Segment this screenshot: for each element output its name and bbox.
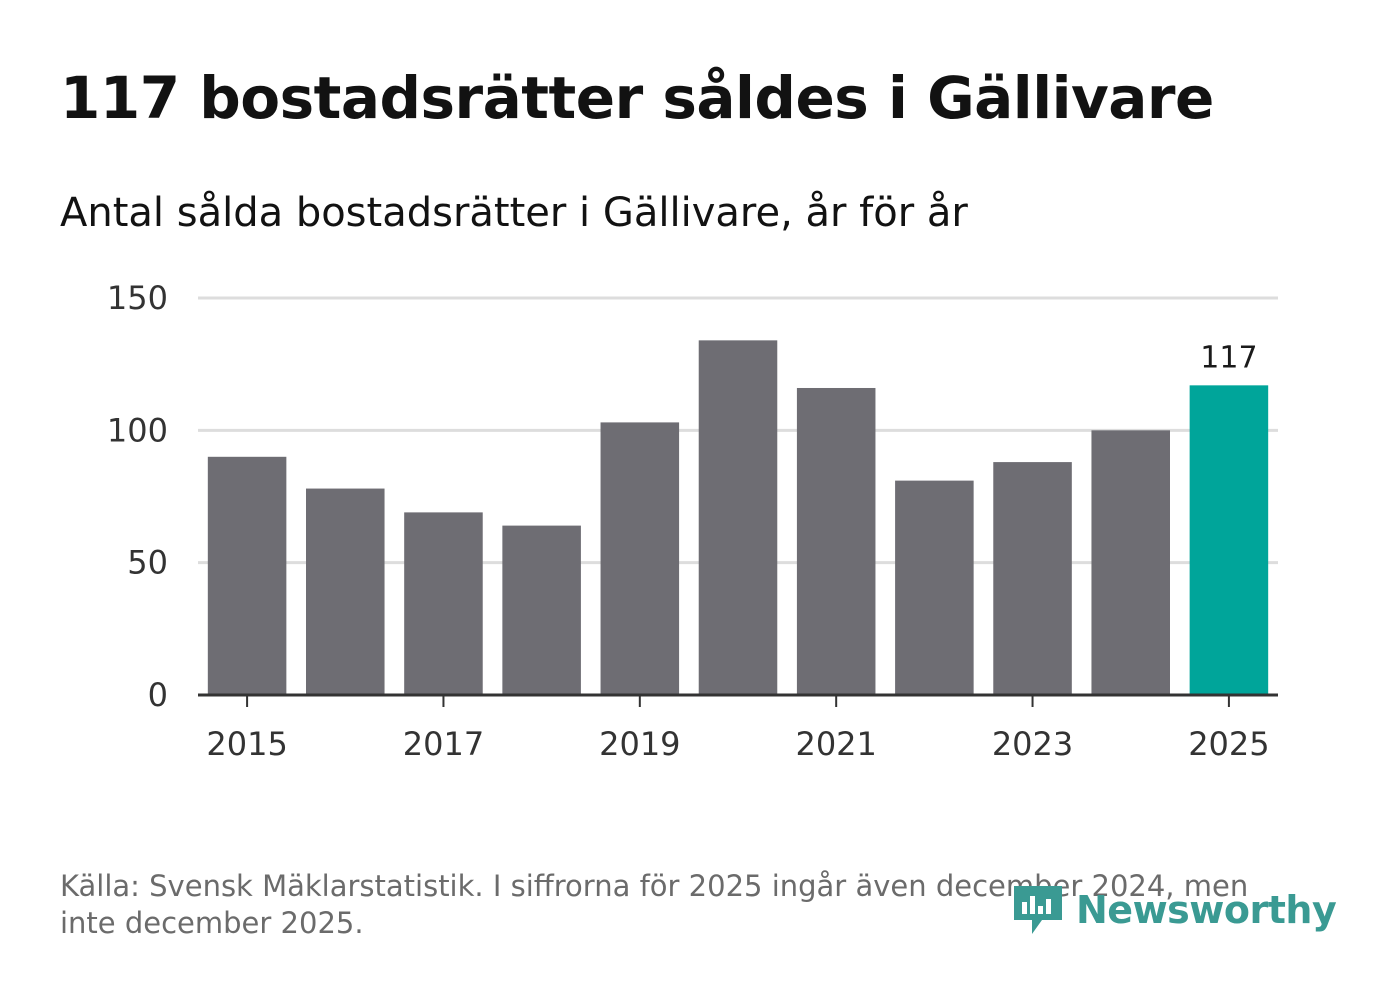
bar-2025 (1189, 385, 1269, 695)
bar-2019 (600, 422, 680, 695)
bar-2015 (207, 456, 287, 695)
bar-2024 (1091, 430, 1170, 695)
brand-logo: Newsworthy (1010, 880, 1337, 940)
bar-2017 (404, 512, 483, 695)
axes (198, 693, 1278, 707)
bars (207, 340, 1269, 695)
bar-2022 (895, 480, 974, 695)
labels: 0 50 100 150 117 2015 2017 2019 2021 2023 2025 (107, 279, 1270, 763)
x-tick-label-2023: 2023 (992, 725, 1073, 763)
x-tick-label-2015: 2015 (206, 725, 287, 763)
bar-2016 (306, 488, 385, 695)
x-tick-label-2017: 2017 (403, 725, 484, 763)
bar-2018 (502, 525, 581, 695)
chart-title: 117 bostadsrätter såldes i Gällivare (60, 64, 1214, 132)
newsworthy-logo-icon (1014, 886, 1062, 934)
bar-2020 (698, 340, 778, 695)
y-tick-label-150: 150 (107, 279, 168, 317)
y-tick-label-0: 0 (148, 676, 168, 714)
x-tick-label-2019: 2019 (599, 725, 680, 763)
bar-2023 (993, 462, 1072, 695)
data-label-2025: 117 (1200, 340, 1257, 375)
y-tick-label-50: 50 (127, 544, 168, 582)
y-tick-label-100: 100 (107, 411, 168, 449)
chart-subtitle: Antal sålda bostadsrätter i Gällivare, å… (60, 190, 968, 236)
brand-name: Newsworthy (1076, 888, 1337, 932)
x-tick-label-2025: 2025 (1188, 725, 1269, 763)
bar-2021 (796, 387, 876, 695)
x-tick-label-2021: 2021 (795, 725, 876, 763)
